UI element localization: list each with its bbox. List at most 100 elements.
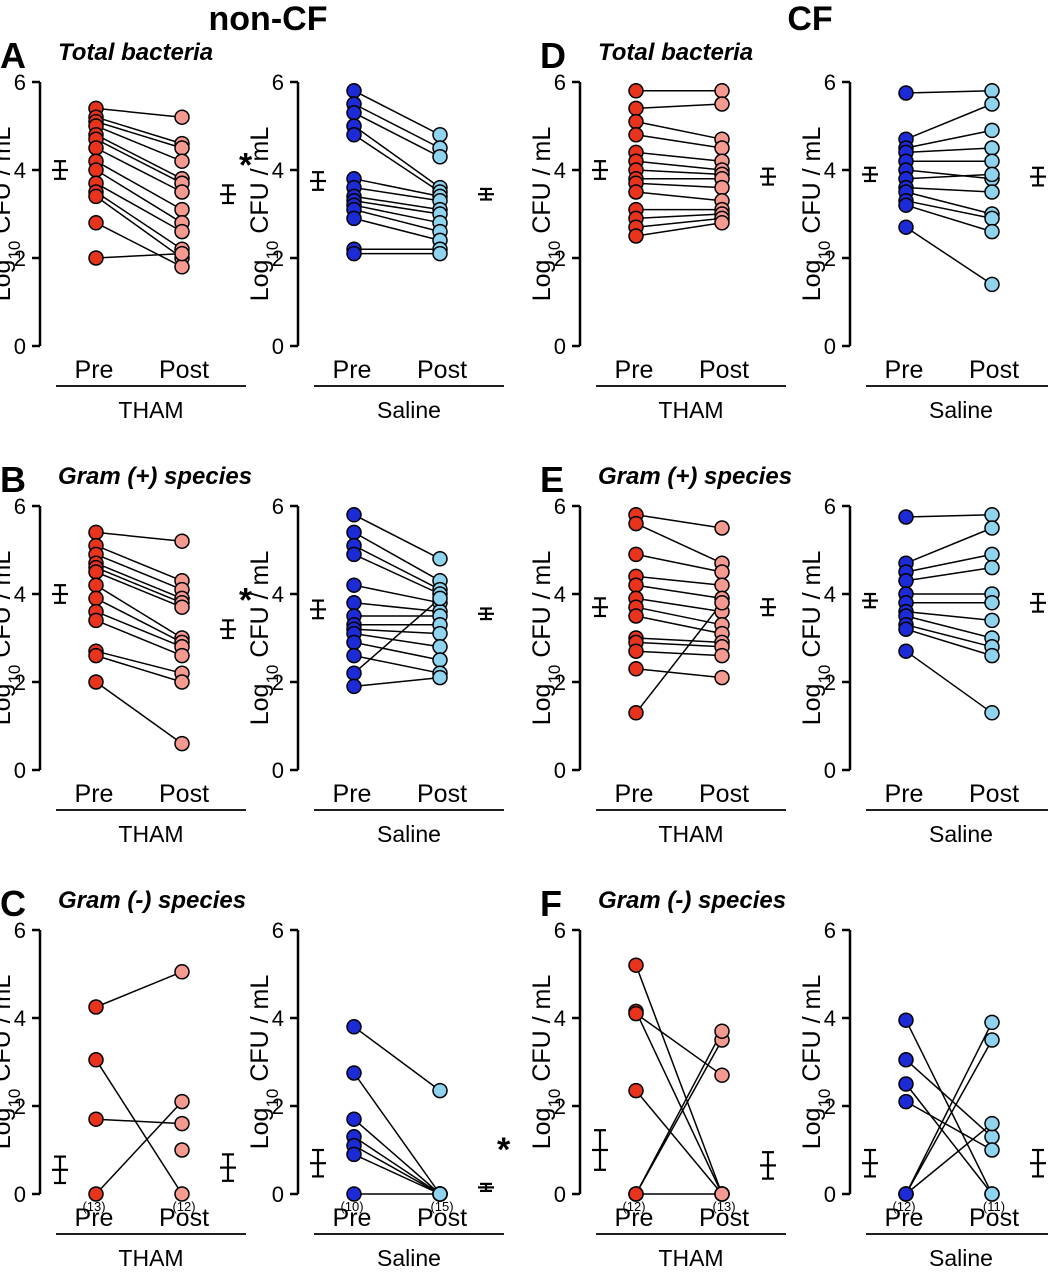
panel-letter: A bbox=[0, 35, 26, 76]
data-point-post bbox=[432, 669, 448, 686]
paired-line bbox=[353, 514, 441, 560]
y-tick-label: 0 bbox=[14, 1182, 26, 1207]
y-tick-label: 0 bbox=[272, 758, 284, 783]
x-category-post: Post bbox=[417, 780, 467, 808]
data-point-post bbox=[174, 259, 190, 275]
y-tick-label: 0 bbox=[272, 334, 284, 359]
data-point-pre bbox=[346, 127, 362, 143]
data-point-post bbox=[984, 223, 1000, 240]
panel-title: Total bacteria bbox=[598, 39, 753, 66]
significance-star: * bbox=[239, 147, 253, 185]
data-point-pre bbox=[88, 577, 104, 593]
y-tick-label: 2 bbox=[14, 246, 26, 271]
paired-line bbox=[353, 641, 441, 661]
paired-line bbox=[95, 182, 183, 233]
paired-line bbox=[353, 628, 441, 635]
data-point-post bbox=[432, 127, 448, 143]
error-bar-post bbox=[478, 187, 494, 201]
paired-line bbox=[95, 120, 183, 149]
data-point-post bbox=[432, 149, 448, 165]
data-point-post bbox=[174, 1093, 190, 1110]
data-point-pre bbox=[346, 634, 362, 651]
y-tick-label: 2 bbox=[554, 670, 566, 695]
data-point-pre bbox=[346, 105, 362, 121]
paired-line bbox=[635, 222, 723, 237]
paired-line bbox=[95, 566, 183, 604]
data-point-post bbox=[984, 122, 1000, 139]
data-point-post bbox=[432, 639, 448, 655]
data-point-post bbox=[714, 647, 730, 664]
paired-line bbox=[95, 571, 183, 608]
x-category-pre: Pre bbox=[333, 356, 372, 384]
data-point-pre bbox=[898, 643, 914, 659]
paired-line bbox=[635, 1090, 723, 1195]
paired-line bbox=[905, 615, 993, 639]
x-category-post: Post bbox=[417, 1204, 467, 1232]
x-category-pre: Pre bbox=[885, 356, 924, 384]
data-point-post bbox=[714, 595, 730, 611]
data-point-pre bbox=[88, 524, 104, 541]
data-point-post bbox=[984, 546, 1000, 563]
paired-line bbox=[635, 597, 723, 613]
paired-line bbox=[95, 222, 183, 268]
paired-line bbox=[635, 584, 723, 600]
subplot-C-tham: C Gram (-) species 0 2 4 6 Log10 CFU / mL Pre Po… bbox=[0, 883, 246, 1271]
data-point-pre bbox=[628, 127, 644, 143]
paired-line bbox=[353, 134, 441, 193]
data-point-post bbox=[984, 276, 1000, 293]
y-tick-label: 6 bbox=[554, 494, 566, 519]
paired-line bbox=[635, 637, 723, 644]
subplot-D-tham: D Total bacteria 0 2 4 6 Log10 CFU / mL Pre Post… bbox=[528, 35, 786, 423]
x-category-pre: Pre bbox=[75, 1204, 114, 1232]
data-point-pre bbox=[628, 113, 644, 130]
error-bar-post bbox=[220, 184, 236, 205]
data-point-post bbox=[174, 1186, 190, 1202]
data-point-post bbox=[174, 245, 190, 262]
data-point-post bbox=[432, 590, 448, 607]
data-point-pre bbox=[628, 608, 644, 624]
paired-line bbox=[353, 178, 441, 198]
data-point-pre bbox=[628, 1082, 644, 1099]
paired-line bbox=[353, 597, 441, 674]
subplot-x-saline: 0 2 4 6 Log10 CFU / mL Pre Post Saline bbox=[246, 494, 504, 847]
x-category-post: Post bbox=[969, 1204, 1019, 1232]
data-point-pre bbox=[628, 957, 644, 973]
group-label: THAM bbox=[118, 821, 183, 847]
paired-line bbox=[353, 208, 441, 233]
error-bar-pre bbox=[52, 1155, 68, 1185]
group-label: THAM bbox=[658, 821, 723, 847]
data-point-post bbox=[984, 1115, 1000, 1132]
group-label: THAM bbox=[658, 1245, 723, 1271]
paired-line bbox=[95, 134, 183, 180]
y-tick-label: 4 bbox=[824, 582, 836, 607]
significance-star: * bbox=[239, 582, 253, 620]
y-axis-label: Log10 CFU / mL bbox=[528, 551, 564, 726]
data-point-post bbox=[432, 551, 448, 567]
data-point-post bbox=[174, 964, 190, 980]
paired-line bbox=[95, 531, 183, 542]
x-category-pre: Pre bbox=[333, 1204, 372, 1232]
y-tick-label: 4 bbox=[14, 158, 26, 183]
error-bar-pre bbox=[310, 599, 326, 620]
data-point-pre bbox=[628, 661, 644, 677]
data-point-pre bbox=[898, 219, 914, 235]
data-point-post bbox=[714, 520, 730, 536]
data-point-post bbox=[984, 83, 1000, 99]
y-tick-label: 6 bbox=[272, 494, 284, 519]
data-point-post bbox=[432, 1082, 448, 1099]
subplot-x-saline: 0 2 4 6 Log10 CFU / mL Pre Post Saline bbox=[246, 70, 504, 423]
y-tick-label: 2 bbox=[554, 246, 566, 271]
data-point-post bbox=[432, 652, 448, 668]
paired-line bbox=[95, 584, 183, 639]
data-point-pre bbox=[88, 250, 104, 266]
data-point-pre bbox=[346, 507, 362, 523]
y-tick-label: 4 bbox=[554, 582, 566, 607]
y-tick-label: 2 bbox=[824, 1094, 836, 1119]
y-tick-label: 0 bbox=[824, 334, 836, 359]
data-point-pre bbox=[88, 999, 104, 1015]
y-tick-label: 4 bbox=[272, 582, 284, 607]
paired-line bbox=[905, 610, 993, 622]
panel-letter: C bbox=[0, 883, 26, 924]
data-point-pre bbox=[346, 546, 362, 563]
